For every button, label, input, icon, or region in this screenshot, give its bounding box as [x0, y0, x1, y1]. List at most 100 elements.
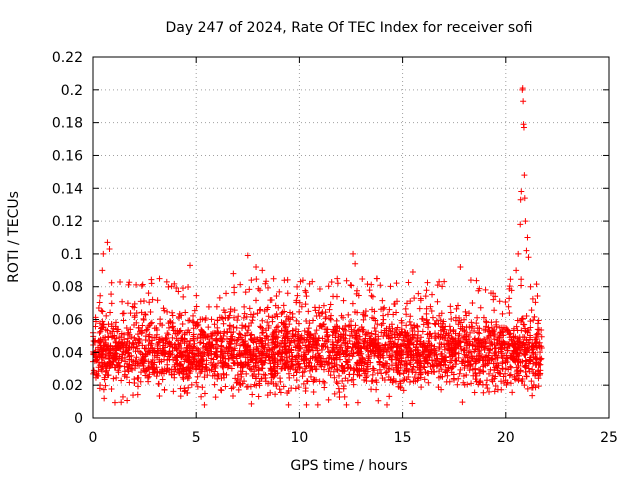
- data-point: [379, 375, 386, 382]
- data-point: [259, 317, 266, 324]
- data-point: [530, 381, 537, 388]
- data-point: [320, 366, 327, 373]
- data-point: [178, 312, 185, 319]
- data-point: [511, 347, 518, 354]
- data-point: [134, 391, 141, 398]
- data-point: [320, 302, 327, 309]
- data-point: [363, 330, 370, 337]
- data-point: [360, 326, 367, 333]
- data-point: [302, 287, 309, 294]
- data-point: [374, 321, 381, 328]
- data-point: [115, 326, 122, 333]
- data-point: [280, 383, 287, 390]
- data-point: [459, 399, 466, 406]
- data-point: [522, 357, 529, 364]
- data-point: [325, 396, 332, 403]
- data-point: [519, 85, 526, 92]
- data-point: [108, 279, 115, 286]
- data-point: [289, 353, 296, 360]
- data-point: [429, 291, 436, 298]
- data-point: [250, 311, 257, 318]
- data-point: [107, 330, 114, 337]
- data-point: [486, 388, 493, 395]
- data-point: [508, 337, 515, 344]
- data-point: [201, 390, 208, 397]
- data-point: [466, 323, 473, 330]
- data-point: [208, 316, 215, 323]
- data-point: [221, 328, 228, 335]
- data-point: [334, 349, 341, 356]
- data-point: [215, 372, 222, 379]
- data-point: [354, 399, 361, 406]
- data-point: [324, 333, 331, 340]
- data-point: [356, 358, 363, 365]
- data-point: [350, 376, 357, 383]
- data-point: [343, 401, 350, 408]
- data-point: [382, 341, 389, 348]
- y-tick-label: 0.2: [61, 83, 83, 99]
- data-point: [533, 281, 540, 288]
- data-point: [276, 288, 283, 295]
- data-point: [363, 366, 370, 373]
- data-point: [491, 388, 498, 395]
- data-point: [519, 375, 526, 382]
- data-point: [156, 275, 163, 282]
- y-tick-label: 0.1: [61, 247, 83, 263]
- data-point: [523, 312, 530, 319]
- data-point: [102, 354, 109, 361]
- data-point: [126, 331, 133, 338]
- data-point: [267, 389, 274, 396]
- data-point: [164, 330, 171, 337]
- data-point: [185, 283, 192, 290]
- data-point: [390, 366, 397, 373]
- data-point: [100, 250, 107, 257]
- data-point: [124, 397, 131, 404]
- data-point: [161, 351, 168, 358]
- data-point: [341, 326, 348, 333]
- data-point: [285, 388, 292, 395]
- data-point: [240, 339, 247, 346]
- data-point: [137, 378, 144, 385]
- y-tick-label: 0.06: [52, 313, 83, 329]
- data-point: [246, 286, 253, 293]
- data-point: [156, 393, 163, 400]
- data-point: [489, 376, 496, 383]
- data-point: [133, 281, 140, 288]
- data-point: [189, 318, 196, 325]
- data-point: [526, 356, 533, 363]
- data-point: [424, 353, 431, 360]
- data-point: [385, 327, 392, 334]
- data-point: [463, 336, 470, 343]
- data-point: [144, 326, 151, 333]
- data-point: [311, 353, 318, 360]
- data-point: [494, 365, 501, 372]
- data-point: [326, 306, 333, 313]
- data-point: [349, 333, 356, 340]
- data-point: [433, 317, 440, 324]
- data-point: [102, 365, 109, 372]
- data-point: [153, 373, 160, 380]
- data-point: [267, 370, 274, 377]
- data-point: [178, 368, 185, 375]
- data-point: [440, 328, 447, 335]
- data-point: [191, 358, 198, 365]
- data-point: [472, 365, 479, 372]
- data-point: [526, 368, 533, 375]
- data-point: [231, 289, 238, 296]
- data-point: [375, 335, 382, 342]
- data-point: [327, 301, 334, 308]
- data-point: [515, 377, 522, 384]
- data-point: [129, 340, 136, 347]
- y-tick-label: 0: [74, 411, 83, 427]
- data-point: [357, 344, 364, 351]
- data-point: [269, 314, 276, 321]
- data-point: [130, 392, 137, 399]
- data-point: [212, 394, 219, 401]
- data-point: [281, 321, 288, 328]
- data-point: [233, 355, 240, 362]
- data-point: [146, 371, 153, 378]
- data-point: [330, 368, 337, 375]
- data-point: [292, 344, 299, 351]
- data-point: [294, 358, 301, 365]
- data-point: [180, 375, 187, 382]
